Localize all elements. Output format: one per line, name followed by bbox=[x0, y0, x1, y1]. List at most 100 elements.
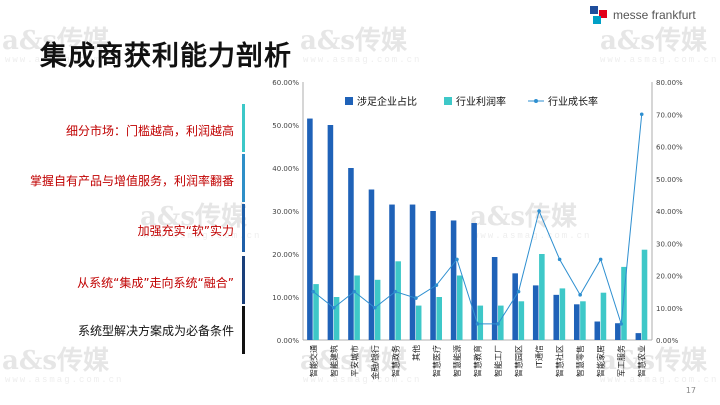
bar-0 bbox=[450, 220, 457, 340]
x-tick-label: 金融/银行 bbox=[370, 345, 380, 380]
growth-point bbox=[639, 112, 644, 117]
x-tick-label: 智能建筑 bbox=[329, 345, 339, 377]
page-title: 集成商获利能力剖析 bbox=[40, 41, 292, 72]
x-tick-label: 智慧教育 bbox=[473, 345, 483, 377]
x-tick-label: 军工服务 bbox=[616, 345, 626, 377]
bullet-item: 系统型解决方案成为必备条件 bbox=[77, 324, 234, 338]
bar-0 bbox=[348, 168, 354, 340]
x-tick-label: 智慧能源 bbox=[452, 345, 462, 377]
y-tick-label-right: 0.00% bbox=[656, 337, 679, 345]
divider-bar bbox=[242, 306, 245, 354]
legend-swatch bbox=[444, 97, 452, 105]
x-tick-label: 智慧政务 bbox=[390, 345, 400, 377]
y-tick-label-right: 70.00% bbox=[656, 111, 683, 119]
growth-point bbox=[331, 305, 336, 310]
watermark-url: www.asmag.com.cn bbox=[143, 231, 262, 241]
bar-1 bbox=[436, 297, 442, 340]
watermark-url: www.asmag.com.cn bbox=[303, 55, 422, 65]
watermark: a&s传媒 bbox=[140, 202, 247, 232]
watermark-url: www.asmag.com.cn bbox=[5, 55, 124, 65]
y-tick-label-right: 80.00% bbox=[656, 79, 683, 87]
bar-1 bbox=[456, 275, 463, 340]
growth-point bbox=[475, 322, 480, 326]
x-tick-label: 智能家居 bbox=[596, 345, 606, 377]
divider-bar bbox=[242, 104, 245, 152]
growth-point bbox=[537, 209, 541, 213]
y-tick-label-left: 50.00% bbox=[272, 122, 299, 130]
bar-0 bbox=[635, 333, 642, 340]
x-tick-label: 智能交通 bbox=[308, 345, 318, 377]
bar-0 bbox=[553, 294, 560, 340]
bar-1 bbox=[539, 254, 545, 340]
growth-point bbox=[455, 257, 459, 262]
x-tick-label: 智慧零售 bbox=[575, 345, 585, 377]
company-logo: messe frankfurt bbox=[590, 6, 696, 24]
y-tick-label-right: 50.00% bbox=[656, 176, 683, 184]
legend-swatch bbox=[345, 97, 353, 105]
bar-0 bbox=[615, 323, 621, 340]
y-tick-label-left: 30.00% bbox=[272, 208, 299, 216]
watermark: a&s传媒 bbox=[300, 346, 407, 376]
watermark-url: www.asmag.com.cn bbox=[600, 55, 719, 65]
bullet-item: 加强充实“软”实力 bbox=[137, 224, 234, 238]
x-tick-label: 智慧医疗 bbox=[431, 345, 441, 377]
x-tick-label: IT通信 bbox=[534, 345, 544, 368]
bar-0 bbox=[430, 211, 436, 340]
growth-point bbox=[393, 289, 398, 294]
growth-point bbox=[414, 296, 418, 300]
y-tick-label-left: 40.00% bbox=[272, 165, 299, 173]
growth-point bbox=[578, 293, 582, 297]
bar-1 bbox=[313, 284, 319, 340]
bullet-item: 掌握自有产品与增值服务，利润率翻番 bbox=[29, 174, 234, 188]
logo-text: messe frankfurt bbox=[613, 8, 696, 22]
bullet-list: 细分市场：门槛越高，利润越高 掌握自有产品与增值服务，利润率翻番 加强充实“软”… bbox=[0, 100, 248, 354]
page-number: 17 bbox=[685, 386, 696, 395]
bar-1 bbox=[559, 288, 566, 340]
x-tick-label: 平安城市 bbox=[349, 345, 359, 377]
bar-0 bbox=[491, 257, 498, 340]
bar-0 bbox=[594, 321, 601, 340]
watermark: a&s传媒 bbox=[2, 346, 109, 376]
watermark-url: www.asmag.com.cn bbox=[473, 231, 592, 241]
watermark: a&s传媒 bbox=[2, 26, 109, 56]
growth-line bbox=[312, 114, 643, 325]
y-tick-label-right: 10.00% bbox=[656, 305, 683, 313]
growth-point bbox=[352, 289, 357, 294]
y-tick-label-right: 20.00% bbox=[656, 273, 683, 281]
x-tick-label: 智慧园区 bbox=[514, 345, 524, 377]
y-tick-label-right: 60.00% bbox=[656, 144, 683, 152]
legend-label: 涉足企业占比 bbox=[357, 95, 417, 108]
bar-1 bbox=[621, 266, 627, 340]
bar-0 bbox=[409, 204, 416, 340]
watermark-url: www.asmag.com.cn bbox=[303, 375, 422, 385]
bar-1 bbox=[374, 279, 381, 340]
bar-1 bbox=[477, 305, 484, 340]
bar-1 bbox=[580, 301, 586, 340]
watermark: a&s传媒 bbox=[300, 26, 407, 56]
growth-point bbox=[557, 257, 562, 262]
watermark: a&s传媒 bbox=[600, 26, 707, 56]
bar-0 bbox=[327, 125, 334, 340]
bar-0 bbox=[368, 189, 375, 340]
y-tick-label-right: 30.00% bbox=[656, 240, 683, 248]
watermark: a&s传媒 bbox=[600, 346, 707, 376]
bullet-item: 从系统“集成”走向系统“融合” bbox=[77, 276, 234, 290]
x-tick-label: 其他 bbox=[411, 345, 421, 361]
legend-swatch bbox=[534, 99, 538, 103]
y-tick-label-left: 0.00% bbox=[277, 337, 300, 345]
bar-0 bbox=[389, 204, 395, 340]
bar-1 bbox=[518, 301, 525, 340]
y-tick-label-right: 40.00% bbox=[656, 208, 683, 216]
y-tick-label-left: 10.00% bbox=[272, 294, 299, 302]
growth-point bbox=[434, 283, 439, 287]
bar-1 bbox=[641, 249, 648, 340]
bar-0 bbox=[471, 223, 477, 340]
growth-point bbox=[516, 289, 521, 294]
x-tick-label: 智能工厂 bbox=[493, 345, 503, 377]
watermark-url: www.asmag.com.cn bbox=[5, 375, 124, 385]
bar-1 bbox=[395, 261, 401, 340]
bar-0 bbox=[512, 273, 518, 340]
logo-mark-icon bbox=[590, 6, 608, 24]
growth-point bbox=[619, 322, 624, 326]
